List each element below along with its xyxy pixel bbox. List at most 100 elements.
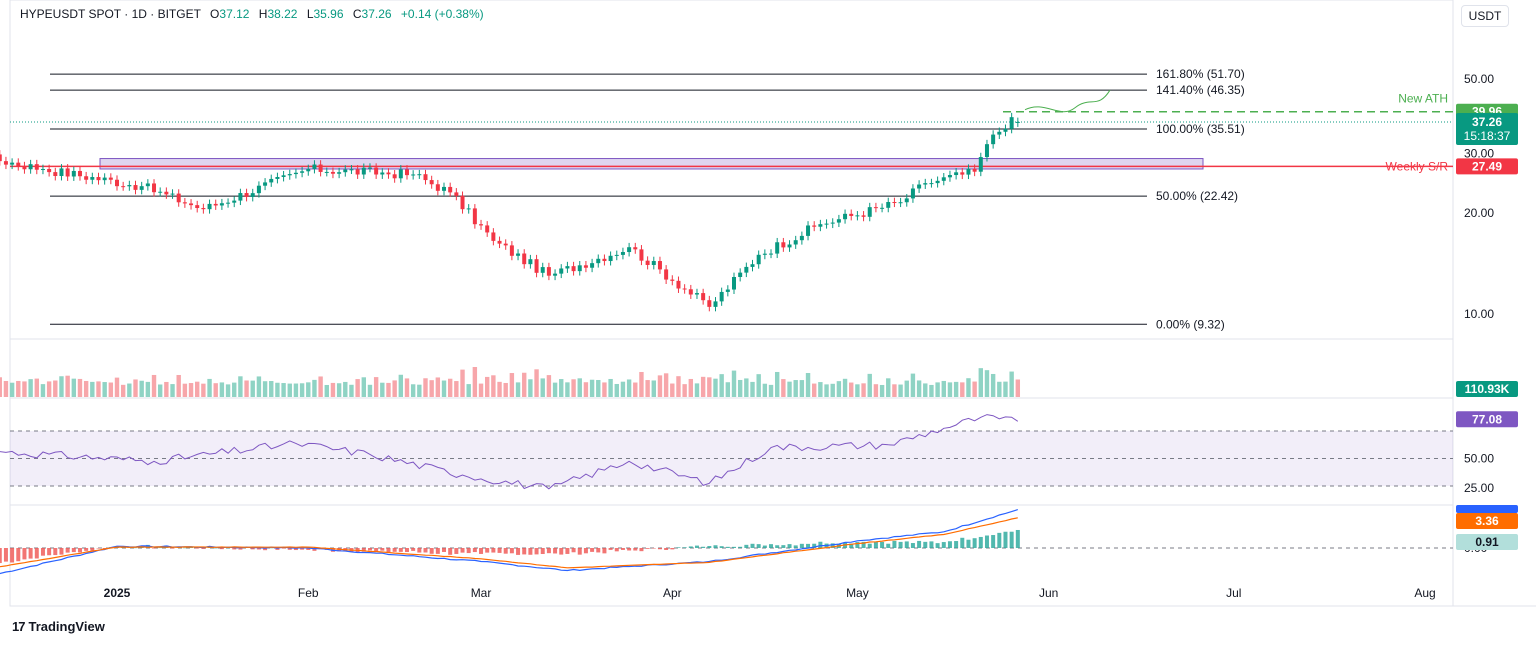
volume-bar [139, 380, 144, 397]
volume-bar [1015, 379, 1021, 397]
macd-histogram-bar [960, 537, 965, 548]
macd-histogram-bar [793, 545, 798, 548]
candle-body [133, 185, 138, 190]
candle-body [411, 174, 416, 176]
candle-body [164, 191, 169, 195]
volume-bar [614, 383, 619, 397]
candle-body [343, 169, 348, 173]
time-axis-tick: May [846, 586, 869, 600]
macd-histogram-bar [59, 548, 64, 555]
candle-body [732, 277, 736, 290]
rsi-badge: 77.08 [1472, 412, 1502, 426]
candles-group [0, 112, 1020, 312]
candle-body [435, 184, 440, 191]
macd-histogram-bar [16, 548, 21, 562]
volume-bar [744, 378, 749, 397]
macd-histogram-bar [886, 543, 891, 548]
candle-body [608, 255, 613, 262]
volume-bar [731, 370, 737, 397]
volume-bar [910, 373, 916, 397]
candle-body [583, 265, 588, 268]
volume-bar [892, 384, 897, 397]
macd-histogram-bar [966, 539, 971, 548]
currency-selector[interactable]: USDT [1461, 5, 1509, 27]
rsi-axis-tick: 25.00 [1464, 481, 1494, 495]
volume-bar [3, 380, 9, 397]
volume-bar [497, 381, 502, 397]
volume-bar [904, 380, 909, 397]
volume-badge: 110.93K [1465, 382, 1510, 396]
candle-body [676, 280, 681, 289]
volume-bar [737, 379, 743, 397]
macd-histogram-bar [429, 548, 434, 554]
candle-body [892, 202, 897, 204]
macd-histogram-bar [269, 547, 274, 549]
macd-histogram-bar [367, 548, 372, 551]
volume-bar [262, 381, 268, 397]
candle-body [497, 240, 502, 244]
candle-body [337, 172, 342, 174]
candle-body [966, 168, 971, 175]
volume-bar [762, 383, 768, 397]
candle-body [275, 176, 280, 179]
volume-bar [157, 384, 163, 397]
volume-bar [201, 383, 206, 397]
candle-body [972, 168, 977, 172]
symbol-title[interactable]: HYPEUSDT SPOT · 1D · BITGET [20, 7, 201, 21]
volume-bar [984, 370, 990, 397]
volume-bar [71, 378, 77, 397]
volume-bar [602, 382, 607, 397]
macd-histogram-bar [855, 542, 860, 548]
candle-body [398, 169, 403, 179]
volume-bar [966, 378, 971, 397]
candle-body [756, 254, 761, 265]
volume-bar [83, 380, 89, 397]
macd-histogram-bar [633, 548, 638, 551]
macd-histogram-bar [312, 548, 317, 551]
candle-body [22, 166, 27, 170]
volume-bar [812, 383, 817, 397]
time-axis-tick: Aug [1414, 586, 1435, 600]
candle-body [620, 252, 625, 255]
macd-histogram-bar [750, 543, 755, 548]
tradingview-logo-icon: 17 [12, 619, 26, 634]
macd-histogram-bar [503, 548, 508, 554]
candle-body [701, 293, 706, 301]
volume-bar [435, 377, 441, 397]
candle-body [96, 177, 101, 181]
volume-bar [651, 380, 656, 397]
candle-body [442, 186, 447, 191]
candle-body [454, 192, 459, 196]
candle-body [627, 247, 632, 253]
macd-histogram-bar [0, 548, 2, 564]
candle-body [565, 266, 570, 269]
last-price-badge: 37.26 [1472, 115, 1502, 129]
volume-bar [410, 384, 416, 397]
volume-bar [65, 375, 70, 397]
candle-body [472, 208, 477, 225]
candle-body [121, 186, 126, 188]
volume-bar [990, 373, 996, 397]
candle-body [781, 242, 786, 248]
macd-histogram-bar [694, 545, 699, 548]
macd-histogram-bar [546, 548, 551, 554]
volume-bar [318, 376, 323, 397]
candle-body [824, 223, 829, 225]
candle-body [559, 268, 564, 274]
candle-body [65, 168, 70, 177]
macd-histogram-bar [84, 548, 89, 551]
volume-bar [380, 382, 385, 397]
tradingview-logo[interactable]: 17 TradingView [12, 619, 105, 634]
candle-body [361, 167, 366, 175]
volume-bar [663, 373, 669, 397]
macd-histogram-bar [10, 548, 15, 563]
macd-histogram-bar [40, 548, 45, 556]
volume-bar [522, 372, 527, 397]
volume-bar [120, 384, 126, 397]
macd-histogram-bar [732, 546, 736, 548]
volume-bar [972, 381, 977, 397]
candle-body [602, 258, 607, 262]
last-price-badge-bg [1456, 112, 1518, 145]
macd-histogram-bar [627, 548, 632, 551]
